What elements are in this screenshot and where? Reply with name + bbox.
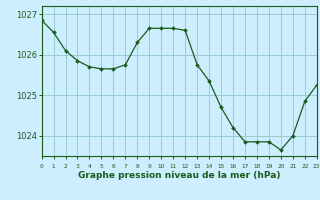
X-axis label: Graphe pression niveau de la mer (hPa): Graphe pression niveau de la mer (hPa) [78,171,280,180]
